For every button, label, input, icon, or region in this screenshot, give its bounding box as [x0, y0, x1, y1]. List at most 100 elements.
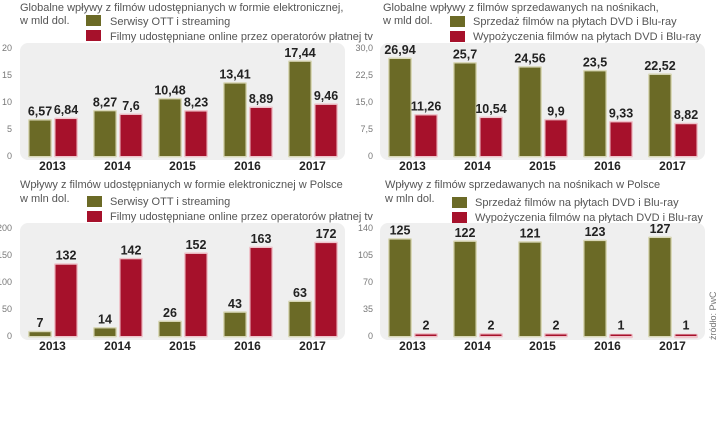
legend-label: Sprzedaż filmów na płytach DVD i Blu-ray [473, 16, 677, 28]
x-tick-label: 2017 [299, 339, 326, 353]
bar-red [610, 122, 632, 156]
x-tick-label: 2014 [104, 159, 131, 173]
bar-red [675, 334, 697, 336]
value-label: 125 [390, 224, 411, 238]
x-tick-label: 2016 [234, 159, 261, 173]
value-label: 152 [186, 238, 207, 252]
bar-olive [289, 61, 311, 156]
value-label: 127 [650, 222, 671, 236]
bar-olive [94, 328, 116, 336]
legend-swatch-red [452, 212, 467, 223]
x-tick-label: 2017 [659, 159, 686, 173]
chart-1-unit: w mld dol. [19, 15, 70, 27]
value-label: 8,23 [184, 96, 208, 110]
bar-red [675, 124, 697, 156]
y-tick-label: 140 [358, 223, 373, 233]
chart-2-unit: w mld dol. [382, 15, 433, 27]
chart-3-unit: w mln dol. [19, 193, 70, 205]
value-label: 122 [455, 226, 476, 240]
x-tick-label: 2016 [594, 339, 621, 353]
x-tick-label: 2015 [529, 339, 556, 353]
value-label: 2 [553, 318, 560, 332]
bar-olive [94, 111, 116, 156]
y-tick-label: 0 [368, 151, 373, 161]
bar-olive [159, 99, 181, 156]
bar-olive [649, 238, 671, 336]
y-tick-label: 35 [363, 304, 373, 314]
chart-2-title: Globalne wpływy z filmów sprzedawanych n… [383, 2, 659, 14]
legend-swatch-olive [452, 197, 467, 208]
y-tick-label: 100 [0, 277, 12, 287]
legend-label: Filmy udostępniane online przez operator… [110, 31, 373, 43]
legend-label: Wypożyczenia filmów na płytach DVD i Blu… [473, 31, 701, 43]
x-tick-label: 2013 [39, 339, 66, 353]
chart-3-header: Wpływy z filmów udostępnianych w formie … [19, 179, 373, 223]
value-label: 6,57 [28, 105, 52, 119]
legend-swatch-red [450, 31, 465, 42]
bar-red [120, 259, 142, 336]
bar-olive [29, 332, 51, 336]
y-tick-label: 0 [368, 331, 373, 341]
x-tick-label: 2017 [659, 339, 686, 353]
legend-label: Wypożyczenia filmów na płytach DVD i Blu… [475, 212, 703, 224]
bar-red [315, 243, 337, 336]
y-tick-label: 15 [2, 70, 12, 80]
x-tick-label: 2016 [594, 159, 621, 173]
bar-olive [519, 67, 541, 156]
legend-swatch-red [87, 211, 102, 222]
value-label: 7 [37, 316, 44, 330]
value-label: 22,52 [644, 59, 675, 73]
y-tick-label: 5 [7, 124, 12, 134]
legend-label: Filmy udostępniane online przez operator… [110, 211, 373, 223]
value-label: 163 [251, 232, 272, 246]
chart-4-title: Wpływy z filmów sprzedawanych na nośnika… [385, 179, 660, 191]
chart-4-unit: w mln dol. [384, 193, 435, 205]
value-label: 9,33 [609, 106, 633, 120]
value-label: 14 [98, 312, 112, 326]
value-label: 11,26 [411, 99, 442, 113]
legend-label: Sprzedaż filmów na płytach DVD i Blu-ray [475, 197, 679, 209]
y-tick-label: 10 [2, 97, 12, 107]
value-label: 142 [121, 243, 142, 257]
value-label: 63 [293, 286, 307, 300]
value-label: 23,5 [583, 55, 607, 69]
bar-red [120, 114, 142, 156]
bar-red [250, 107, 272, 156]
bar-olive [224, 83, 246, 156]
bar-red [480, 118, 502, 156]
bar-olive [389, 239, 411, 336]
value-label: 24,56 [514, 52, 545, 66]
legend-swatch-olive [86, 15, 101, 26]
bar-red [315, 104, 337, 156]
value-label: 7,6 [122, 99, 139, 113]
bar-olive [389, 59, 411, 156]
source-note: źródło: PwC [708, 291, 718, 340]
value-label: 10,54 [475, 102, 506, 116]
y-tick-label: 200 [0, 223, 12, 233]
y-tick-label: 7,5 [360, 124, 373, 134]
value-label: 8,89 [249, 92, 273, 106]
bar-red [55, 264, 77, 336]
legend-label: Serwisy OTT i streaming [110, 16, 230, 28]
x-tick-label: 2013 [399, 339, 426, 353]
value-label: 43 [228, 297, 242, 311]
chart-1: 0 5 10 15 20 6,57 6,84 2013 8,27 7,6 2014 10,488,23… [2, 43, 345, 173]
bar-olive [649, 74, 671, 156]
bar-red [545, 120, 567, 156]
y-tick-label: 150 [0, 250, 12, 260]
legend-swatch-red [86, 30, 101, 41]
y-tick-label: 22,5 [355, 70, 373, 80]
bar-red [185, 253, 207, 336]
bar-olive [29, 120, 51, 156]
bar-red [415, 334, 437, 336]
bar-red [55, 119, 77, 156]
value-label: 2 [423, 318, 430, 332]
y-tick-label: 15,0 [355, 97, 373, 107]
bar-olive [454, 63, 476, 157]
value-label: 6,84 [54, 103, 78, 117]
bar-olive [584, 241, 606, 336]
y-tick-label: 70 [363, 277, 373, 287]
bar-olive [224, 312, 246, 336]
